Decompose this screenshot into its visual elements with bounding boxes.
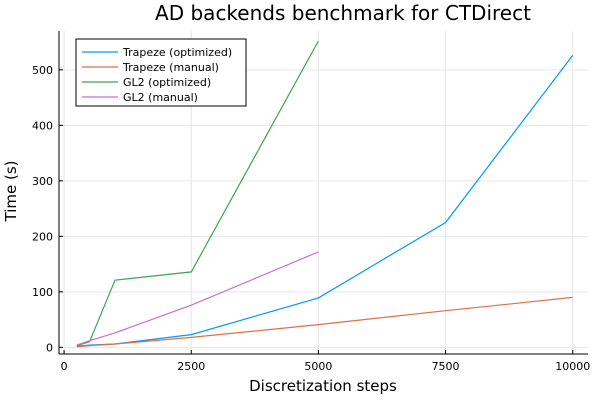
y-tick-label: 0 bbox=[46, 341, 53, 354]
x-tick-label: 2500 bbox=[177, 360, 205, 373]
x-tick-label: 10000 bbox=[555, 360, 590, 373]
y-tick-label: 100 bbox=[32, 286, 53, 299]
series-line-4 bbox=[76, 251, 319, 346]
x-axis-label: Discretization steps bbox=[249, 377, 397, 395]
legend-label: Trapeze (manual) bbox=[122, 61, 219, 74]
y-tick-label: 200 bbox=[32, 230, 53, 243]
legend-label: Trapeze (optimized) bbox=[122, 46, 232, 59]
x-tick-label: 0 bbox=[61, 360, 68, 373]
y-tick-label: 400 bbox=[32, 119, 53, 132]
legend-label: GL2 (optimized) bbox=[123, 76, 211, 89]
legend-box bbox=[75, 38, 247, 107]
y-tick-label: 300 bbox=[32, 175, 53, 188]
x-tick-label: 5000 bbox=[304, 360, 332, 373]
y-axis-label: Time (s) bbox=[2, 161, 20, 223]
legend: Trapeze (optimized) Trapeze (manual) GL2 (… bbox=[75, 38, 247, 107]
series-line-3 bbox=[76, 40, 319, 347]
series-line-2 bbox=[76, 296, 573, 348]
legend-label: GL2 (manual) bbox=[123, 91, 198, 104]
series-lines bbox=[76, 40, 574, 348]
y-tick-label: 500 bbox=[32, 64, 53, 77]
x-tick-label: 7500 bbox=[432, 360, 460, 373]
axes: 0 2500 5000 7500 10000 0 100 200 300 400 500 bbox=[32, 31, 590, 373]
chart-title: AD backends benchmark for CTDirect bbox=[155, 1, 531, 25]
